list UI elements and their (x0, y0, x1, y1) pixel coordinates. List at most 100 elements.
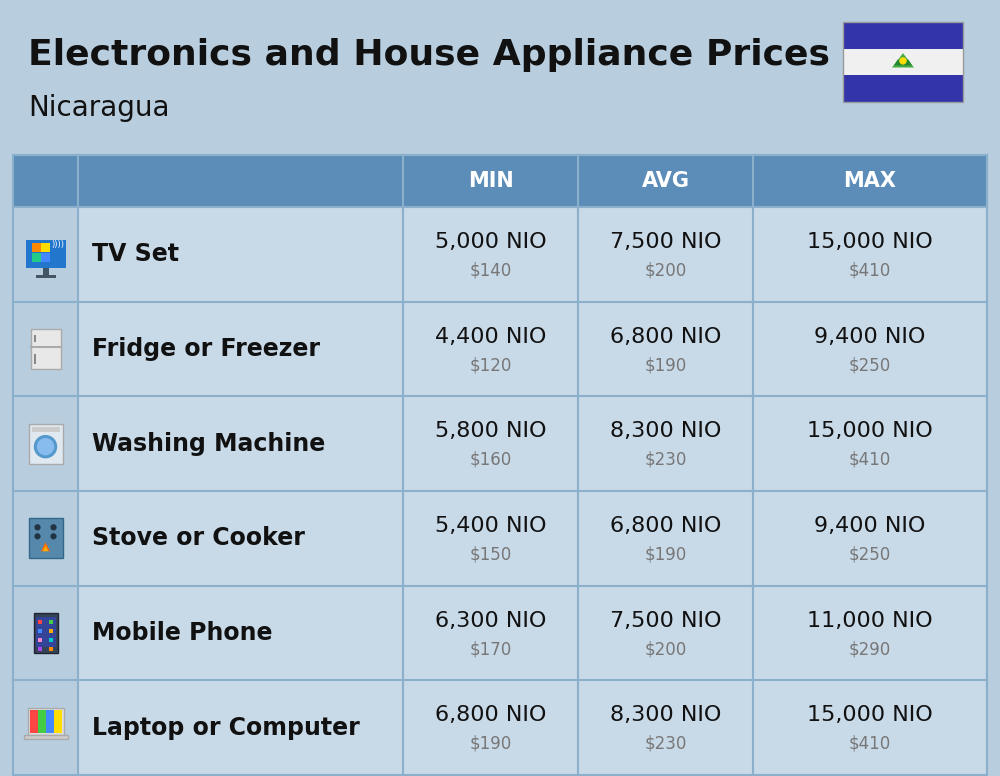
Bar (578, 207, 753, 302)
Circle shape (35, 525, 40, 530)
Bar (24, 735, 68, 739)
Polygon shape (40, 542, 50, 553)
Text: 4,400 NIO: 4,400 NIO (435, 327, 546, 347)
Bar (13, 491, 78, 586)
Text: $290: $290 (849, 640, 891, 658)
Text: )))): )))) (51, 240, 64, 249)
Circle shape (38, 438, 54, 455)
Bar (78, 586, 403, 681)
Text: $230: $230 (644, 451, 687, 469)
Bar (78, 155, 403, 207)
Text: $230: $230 (644, 735, 687, 753)
Bar (28, 708, 64, 735)
Text: $160: $160 (469, 451, 512, 469)
Bar (30, 329, 60, 369)
Circle shape (51, 534, 56, 539)
Bar (32, 427, 60, 431)
Text: 6,800 NIO: 6,800 NIO (435, 705, 546, 726)
Bar (34, 354, 36, 364)
Bar (753, 491, 987, 586)
Bar (753, 302, 987, 397)
Bar (753, 681, 987, 775)
Bar (78, 397, 403, 491)
Circle shape (34, 435, 56, 458)
Bar (78, 681, 403, 775)
Text: 5,800 NIO: 5,800 NIO (435, 421, 546, 442)
Text: Mobile Phone: Mobile Phone (92, 621, 272, 645)
Bar (26, 241, 66, 268)
Bar (32, 253, 40, 262)
Bar (48, 629, 53, 633)
Bar (403, 302, 578, 397)
Bar (753, 397, 987, 491)
Text: $150: $150 (469, 546, 512, 563)
Text: $410: $410 (849, 451, 891, 469)
Bar (13, 155, 78, 207)
Bar (13, 586, 78, 681)
Bar (38, 638, 42, 643)
Text: 9,400 NIO: 9,400 NIO (814, 327, 926, 347)
Text: Laptop or Computer: Laptop or Computer (92, 715, 360, 740)
Bar (13, 207, 78, 302)
Bar (403, 155, 578, 207)
Text: $190: $190 (644, 356, 687, 374)
Polygon shape (894, 59, 902, 65)
Bar (403, 586, 578, 681)
Text: Nicaragua: Nicaragua (28, 94, 170, 122)
Text: Fridge or Freezer: Fridge or Freezer (92, 337, 320, 361)
Bar (46, 710, 54, 733)
Bar (30, 710, 62, 733)
Text: $140: $140 (469, 262, 512, 279)
Text: 6,300 NIO: 6,300 NIO (435, 611, 546, 631)
Bar (13, 302, 78, 397)
Text: 6,800 NIO: 6,800 NIO (610, 516, 721, 536)
Bar (38, 620, 42, 625)
Bar (38, 710, 46, 733)
Bar (843, 49, 963, 75)
Text: $410: $410 (849, 735, 891, 753)
Text: MIN: MIN (468, 171, 513, 191)
Bar (36, 275, 56, 278)
Text: 11,000 NIO: 11,000 NIO (807, 611, 933, 631)
Polygon shape (42, 546, 48, 551)
Bar (403, 207, 578, 302)
Text: $410: $410 (849, 262, 891, 279)
Text: $190: $190 (469, 735, 512, 753)
Bar (578, 681, 753, 775)
Text: 7,500 NIO: 7,500 NIO (610, 611, 721, 631)
Bar (13, 397, 78, 491)
Text: 15,000 NIO: 15,000 NIO (807, 421, 933, 442)
Bar (578, 397, 753, 491)
Circle shape (35, 534, 40, 539)
Bar (843, 22, 963, 49)
Polygon shape (904, 59, 912, 65)
Bar (41, 244, 50, 252)
Bar (38, 647, 42, 651)
Bar (41, 253, 50, 262)
Text: 8,300 NIO: 8,300 NIO (610, 421, 721, 442)
Bar (54, 710, 62, 733)
Text: $250: $250 (849, 356, 891, 374)
Bar (753, 207, 987, 302)
Text: 6,800 NIO: 6,800 NIO (610, 327, 721, 347)
Text: 5,400 NIO: 5,400 NIO (435, 516, 546, 536)
Text: Stove or Cooker: Stove or Cooker (92, 526, 305, 550)
Bar (36, 617, 56, 647)
Text: 9,400 NIO: 9,400 NIO (814, 516, 926, 536)
Bar (78, 302, 403, 397)
Bar (34, 613, 58, 653)
Bar (578, 491, 753, 586)
Text: AVG: AVG (642, 171, 690, 191)
Text: $170: $170 (469, 640, 512, 658)
Circle shape (51, 525, 56, 530)
Text: 7,500 NIO: 7,500 NIO (610, 232, 721, 252)
Polygon shape (899, 57, 907, 65)
Bar (48, 620, 53, 625)
Bar (42, 268, 48, 275)
Bar (578, 586, 753, 681)
Bar (753, 586, 987, 681)
Text: $200: $200 (644, 640, 687, 658)
Bar (30, 710, 38, 733)
Bar (78, 491, 403, 586)
Polygon shape (892, 54, 914, 68)
